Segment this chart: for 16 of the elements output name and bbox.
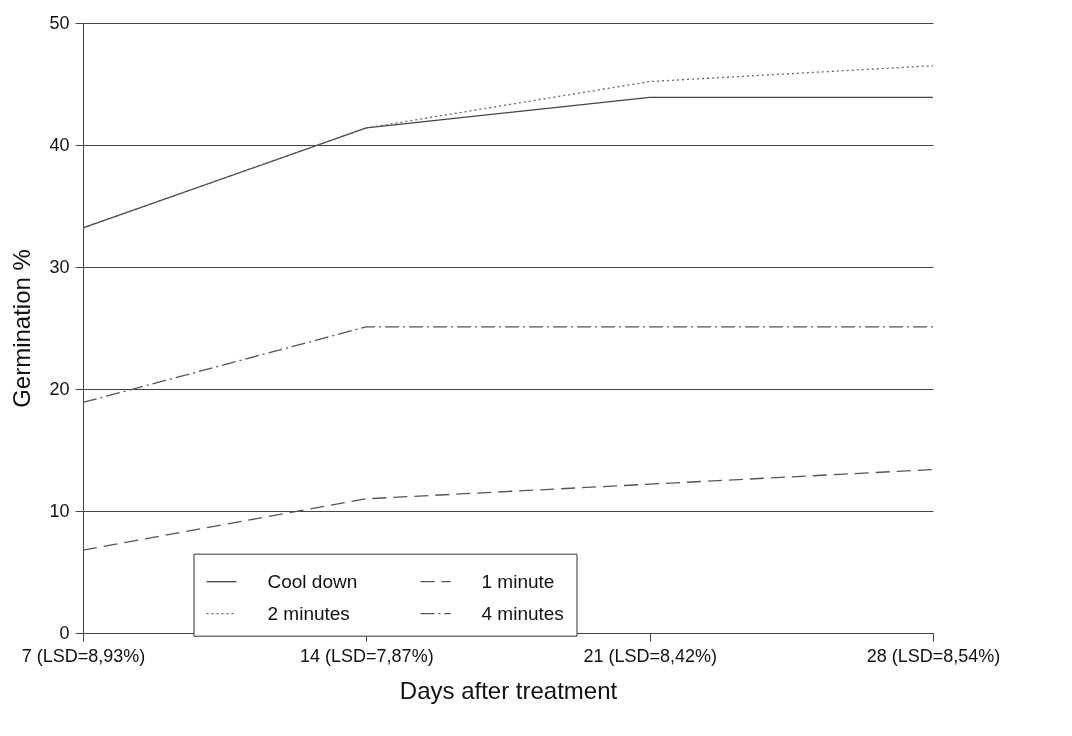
y-tick-label: 0	[59, 622, 70, 643]
x-tick-label: 21 (LSD=8,42%)	[583, 645, 717, 666]
y-tick-label: 50	[49, 12, 70, 33]
y-tick-label: 10	[49, 500, 70, 521]
y-tick-label: 20	[49, 378, 70, 399]
y-tick-label: 30	[49, 256, 70, 277]
x-axis-title: Days after treatment	[399, 676, 618, 704]
x-tick-label: 14 (LSD=7,87%)	[300, 645, 434, 666]
y-tick-label: 40	[49, 134, 70, 155]
legend-label: Cool down	[267, 570, 358, 592]
legend-label: 2 minutes	[267, 602, 350, 624]
y-axis-title: Germination %	[8, 249, 36, 408]
legend-label: 4 minutes	[481, 602, 564, 624]
x-tick-label: 7 (LSD=8,93%)	[21, 645, 146, 666]
legend-label: 1 minute	[481, 570, 555, 592]
x-tick-label: 28 (LSD=8,54%)	[866, 645, 1001, 666]
